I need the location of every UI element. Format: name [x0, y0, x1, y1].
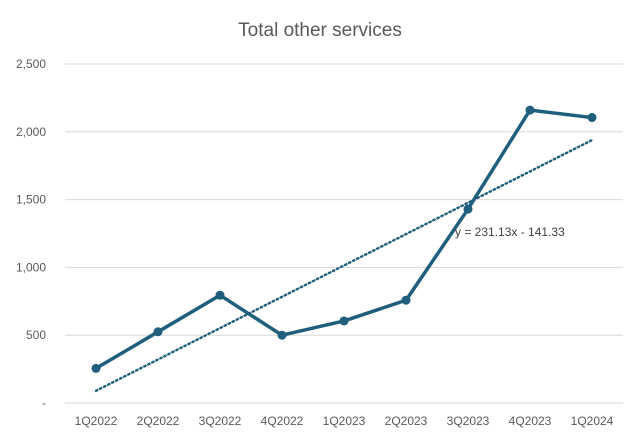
data-point-0-7 — [525, 105, 535, 115]
trendline — [94, 138, 594, 393]
data-point-0-1 — [153, 327, 163, 337]
y-tick-label-2: 1,000 — [16, 260, 46, 274]
series-line-0 — [94, 108, 594, 371]
x-tick-label-5: 2Q2023 — [385, 414, 428, 428]
y-tick-label-3: 1,500 — [16, 193, 46, 207]
y-tick-label-0: - — [42, 396, 46, 410]
data-point-0-6 — [463, 204, 473, 214]
chart-title: Total other services — [238, 20, 402, 41]
x-axis-tick-labels: 1Q2022 2Q2022 3Q2022 4Q2022 1Q2023 2Q2023 3Q20… — [75, 414, 614, 428]
x-tick-label-7: 4Q2023 — [509, 414, 552, 428]
y-tick-label-1: 500 — [26, 328, 46, 342]
trendline-group — [94, 138, 594, 393]
data-point-0-4 — [339, 316, 349, 326]
data-point-0-0 — [91, 363, 101, 373]
x-tick-label-1: 2Q2022 — [137, 414, 180, 428]
data-point-0-2 — [215, 290, 225, 300]
series-group — [91, 105, 597, 373]
y-tick-label-5: 2,500 — [16, 57, 46, 71]
y-axis-tick-labels: - 500 1,000 1,500 2,000 2,500 — [16, 57, 46, 410]
x-tick-label-3: 4Q2022 — [261, 414, 304, 428]
x-tick-label-6: 3Q2023 — [447, 414, 490, 428]
trendline-equation: y = 231.13x - 141.33 — [455, 225, 565, 239]
y-tick-label-4: 2,000 — [16, 125, 46, 139]
x-tick-label-0: 1Q2022 — [75, 414, 118, 428]
data-point-0-5 — [401, 295, 411, 305]
data-point-0-8 — [587, 113, 597, 123]
data-point-0-3 — [277, 330, 287, 340]
x-tick-label-4: 1Q2023 — [323, 414, 366, 428]
x-tick-label-2: 3Q2022 — [199, 414, 242, 428]
x-tick-label-8: 1Q2024 — [571, 414, 614, 428]
